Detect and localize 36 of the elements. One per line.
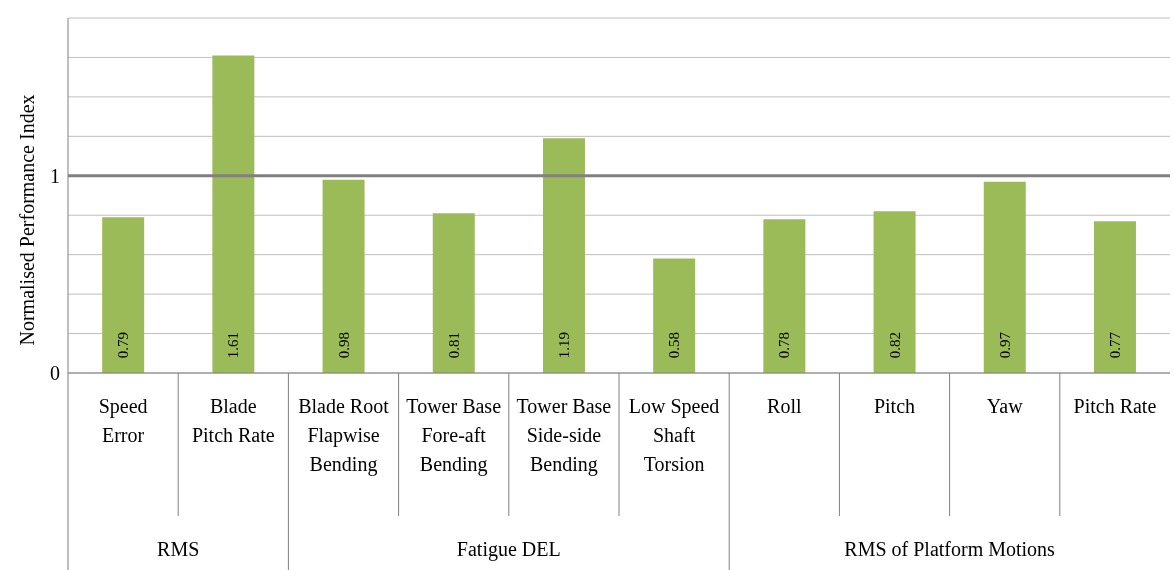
data-label: 0.58: [666, 331, 683, 359]
bar: [102, 217, 145, 373]
bar: [983, 181, 1026, 373]
bar: [432, 213, 475, 373]
x-tick-label: Tower Base Fore-aft Bending: [406, 395, 502, 476]
x-tick-label: Pitch: [873, 395, 916, 417]
data-label: 0.97: [996, 331, 1013, 359]
data-label: 1.19: [555, 331, 572, 359]
data-label: 0.79: [115, 331, 132, 359]
x-tick-label: Blade Pitch Rate: [191, 395, 275, 446]
x-tick-label: Roll: [767, 395, 802, 417]
data-label: 0.82: [886, 331, 903, 359]
y-tick-label: 1: [50, 164, 60, 187]
y-tick-label: 0: [50, 362, 60, 385]
bar: [322, 179, 365, 373]
x-tick-label: Low Speed Shaft Torsion: [628, 395, 720, 475]
data-label: 0.77: [1106, 331, 1123, 359]
data-label: 0.81: [445, 331, 462, 359]
bar: [653, 258, 696, 373]
bar: [212, 55, 255, 373]
bar: [763, 219, 806, 373]
y-axis-title: Normalised Performance Index: [16, 94, 39, 346]
bar: [1093, 221, 1136, 373]
text: RMS of Platform Motions: [844, 538, 1056, 560]
text: Fatigue DEL: [456, 538, 561, 561]
x-tick-label: Speed Error: [98, 395, 148, 446]
data-label: 1.61: [225, 331, 242, 359]
x-tick-label: Blade Root Flapwise Bending: [298, 395, 390, 476]
x-tick-label: Yaw: [986, 395, 1024, 417]
text: RMS: [157, 538, 200, 560]
bar: [873, 211, 916, 373]
data-label: 0.78: [776, 331, 793, 359]
bar: [542, 138, 585, 373]
data-label: 0.98: [335, 331, 352, 359]
x-tick-label: Pitch Rate: [1073, 395, 1157, 417]
x-tick-label: Tower Base Side-side Bending: [516, 395, 612, 476]
